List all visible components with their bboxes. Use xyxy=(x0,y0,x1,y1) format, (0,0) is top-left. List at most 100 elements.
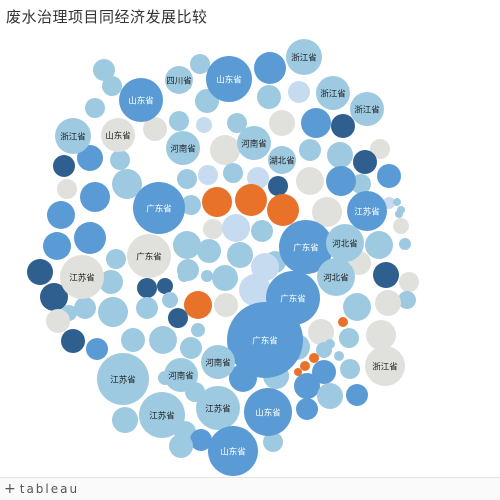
bubble[interactable] xyxy=(162,292,178,308)
bubble[interactable] xyxy=(74,297,96,319)
bubble[interactable] xyxy=(399,272,419,292)
bubble[interactable] xyxy=(77,145,103,171)
bubble[interactable] xyxy=(251,220,273,242)
bubble[interactable] xyxy=(254,52,286,84)
bubble[interactable] xyxy=(57,179,77,199)
bubble[interactable] xyxy=(296,167,324,195)
bubble[interactable] xyxy=(326,224,364,262)
bubble[interactable] xyxy=(203,219,223,239)
bubble[interactable] xyxy=(102,76,122,96)
bubble[interactable] xyxy=(139,392,185,438)
bubble[interactable] xyxy=(294,373,320,399)
bubble[interactable] xyxy=(326,166,356,196)
bubble[interactable] xyxy=(43,232,71,260)
bubble[interactable] xyxy=(268,146,296,174)
bubble[interactable] xyxy=(395,210,403,218)
bubble[interactable] xyxy=(74,222,106,254)
bubble[interactable] xyxy=(327,142,353,168)
bubble[interactable] xyxy=(340,359,360,379)
bubble[interactable] xyxy=(325,339,335,349)
bubble[interactable] xyxy=(85,98,105,118)
bubble[interactable] xyxy=(202,187,232,217)
bubble[interactable] xyxy=(136,297,158,319)
bubble[interactable] xyxy=(268,176,288,196)
bubble[interactable] xyxy=(239,274,271,306)
bubble[interactable] xyxy=(351,174,371,194)
bubble[interactable] xyxy=(353,150,377,174)
bubble[interactable] xyxy=(257,85,281,109)
bubble[interactable] xyxy=(373,262,399,288)
bubble[interactable] xyxy=(197,239,221,263)
bubble[interactable] xyxy=(223,163,243,183)
bubble[interactable] xyxy=(288,81,310,103)
bubble[interactable] xyxy=(366,320,396,350)
bubble[interactable] xyxy=(98,297,128,327)
bubble[interactable] xyxy=(181,195,201,215)
bubble[interactable] xyxy=(339,328,359,348)
bubble[interactable] xyxy=(350,92,384,126)
bubble[interactable] xyxy=(119,78,163,122)
bubble[interactable] xyxy=(251,253,279,281)
bubble[interactable] xyxy=(110,150,130,170)
bubble[interactable] xyxy=(191,323,205,337)
bubble[interactable] xyxy=(121,328,145,352)
bubble[interactable] xyxy=(294,368,302,376)
bubble[interactable] xyxy=(53,155,75,177)
bubble[interactable] xyxy=(165,66,193,94)
bubble[interactable] xyxy=(190,54,210,74)
bubble[interactable] xyxy=(184,291,212,319)
bubble[interactable] xyxy=(127,234,171,278)
bubble[interactable] xyxy=(101,118,135,152)
bubble[interactable] xyxy=(47,201,75,229)
bubble[interactable] xyxy=(347,191,387,231)
bubble[interactable] xyxy=(227,242,253,268)
bubble[interactable] xyxy=(177,169,197,189)
bubble[interactable] xyxy=(227,113,247,133)
bubble[interactable] xyxy=(247,167,269,189)
bubble[interactable] xyxy=(296,398,318,420)
bubble[interactable] xyxy=(212,265,238,291)
bubble[interactable] xyxy=(60,255,104,299)
bubble[interactable] xyxy=(365,346,405,386)
bubble[interactable] xyxy=(346,384,368,406)
bubble[interactable] xyxy=(267,194,299,226)
bubble[interactable] xyxy=(27,259,53,285)
bubble[interactable] xyxy=(308,319,334,345)
tableau-logo[interactable]: + tableau xyxy=(4,481,79,497)
bubble[interactable] xyxy=(299,139,321,161)
bubble[interactable] xyxy=(334,351,344,361)
bubble[interactable] xyxy=(168,308,188,328)
bubble[interactable] xyxy=(86,338,108,360)
bubble[interactable] xyxy=(55,118,91,154)
bubble[interactable] xyxy=(301,108,331,138)
bubble[interactable] xyxy=(40,283,68,311)
bubble[interactable] xyxy=(393,198,401,206)
bubble[interactable] xyxy=(370,139,390,159)
bubble[interactable] xyxy=(46,309,70,333)
bubble[interactable] xyxy=(93,59,115,81)
bubble[interactable] xyxy=(312,197,342,227)
bubble[interactable] xyxy=(157,278,173,294)
bubble[interactable] xyxy=(317,383,343,409)
bubble[interactable] xyxy=(317,258,355,296)
bubble[interactable] xyxy=(201,270,213,282)
bubble[interactable] xyxy=(331,114,355,138)
bubble[interactable] xyxy=(112,169,142,199)
bubble[interactable] xyxy=(222,214,250,242)
bubble[interactable] xyxy=(235,184,267,216)
bubble[interactable] xyxy=(393,218,409,234)
bubble[interactable] xyxy=(208,426,258,476)
bubble[interactable] xyxy=(201,345,235,379)
bubble[interactable] xyxy=(210,135,240,165)
bubble[interactable] xyxy=(196,117,212,133)
bubble[interactable] xyxy=(198,165,218,185)
bubble[interactable] xyxy=(263,432,283,452)
bubble[interactable] xyxy=(309,353,319,363)
bubble[interactable] xyxy=(365,231,393,259)
bubble[interactable] xyxy=(99,270,123,294)
bubble[interactable] xyxy=(180,337,202,359)
bubble[interactable] xyxy=(377,164,401,188)
bubble[interactable] xyxy=(343,293,371,321)
bubble[interactable] xyxy=(61,329,85,353)
bubble[interactable] xyxy=(149,326,177,354)
